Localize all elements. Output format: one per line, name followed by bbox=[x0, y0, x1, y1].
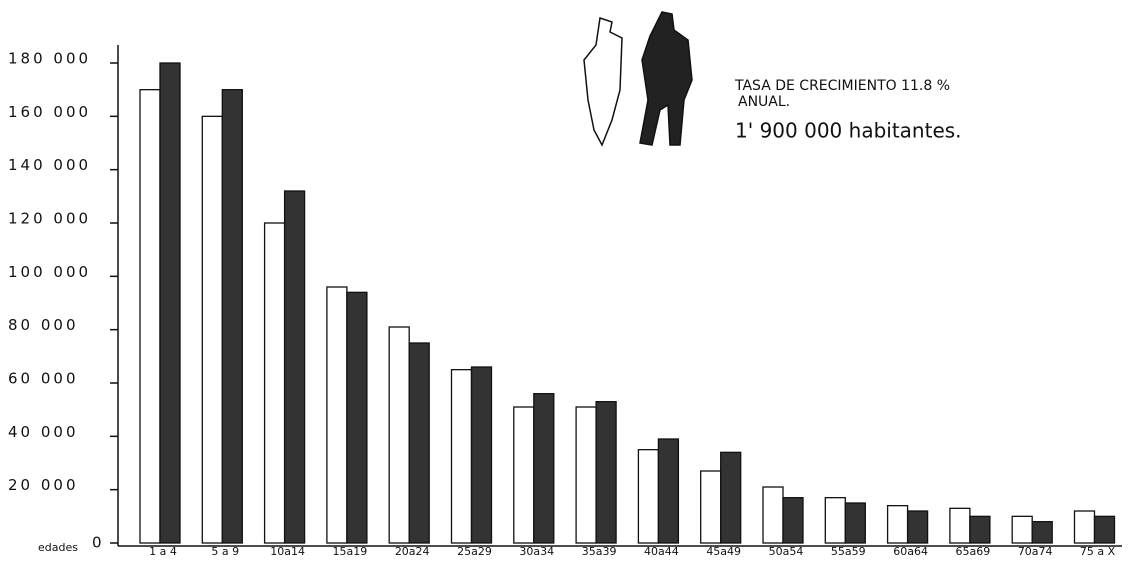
x-tick-label: 65a69 bbox=[956, 545, 991, 558]
legend-icons bbox=[583, 11, 693, 147]
y-tick-label: 40 000 bbox=[8, 423, 79, 441]
bar bbox=[388, 326, 410, 544]
bar bbox=[1011, 515, 1033, 544]
x-tick-label: 40a44 bbox=[644, 545, 679, 558]
y-tick-label: 140 000 bbox=[8, 156, 91, 174]
y-tick-label: 120 000 bbox=[8, 210, 91, 228]
x-tick-label: 35a39 bbox=[582, 545, 617, 558]
bar bbox=[346, 291, 368, 544]
y-tick-label: 60 000 bbox=[8, 370, 79, 388]
bar bbox=[657, 438, 680, 544]
bar bbox=[969, 515, 991, 544]
bar bbox=[595, 401, 617, 544]
bar bbox=[450, 369, 473, 544]
y-tick-label: 180 000 bbox=[8, 50, 91, 68]
y-tick-label: 20 000 bbox=[8, 476, 79, 494]
x-tick-label: 5 a 9 bbox=[211, 545, 239, 558]
bar bbox=[533, 393, 555, 544]
x-tick-label: 75 a X bbox=[1080, 545, 1116, 558]
annotation: ANUAL. bbox=[738, 94, 790, 110]
x-tick-label: 70a74 bbox=[1018, 545, 1053, 558]
bar bbox=[159, 62, 181, 544]
x-tick-label: 15a19 bbox=[333, 545, 368, 558]
x-tick-label: 50a54 bbox=[769, 545, 804, 558]
bar bbox=[326, 286, 348, 544]
x-tick-label: 30a34 bbox=[519, 545, 554, 558]
bar bbox=[782, 497, 804, 544]
bar bbox=[139, 89, 161, 544]
bar bbox=[886, 505, 909, 544]
y-tick-label: 100 000 bbox=[8, 263, 91, 281]
x-tick-label: 45a49 bbox=[706, 545, 741, 558]
male-icon bbox=[639, 11, 693, 146]
bar bbox=[575, 406, 597, 544]
bar bbox=[906, 510, 929, 544]
bar bbox=[513, 406, 535, 544]
bar bbox=[1093, 515, 1116, 544]
x-tick-label: 60a64 bbox=[893, 545, 928, 558]
x-axis-label: edades bbox=[38, 541, 78, 554]
x-tick-label: 1 a 4 bbox=[149, 545, 177, 558]
bar bbox=[221, 89, 243, 544]
bar bbox=[824, 497, 846, 544]
y-tick-label: 160 000 bbox=[8, 103, 91, 121]
bar bbox=[637, 449, 660, 544]
bar bbox=[470, 366, 493, 544]
x-tick-label: 25a29 bbox=[457, 545, 492, 558]
bar bbox=[720, 451, 742, 544]
bar bbox=[263, 222, 286, 544]
bar bbox=[283, 190, 306, 544]
bar bbox=[1073, 510, 1096, 544]
bar bbox=[408, 342, 430, 544]
x-tick-label: 55a59 bbox=[831, 545, 866, 558]
x-tick-label: 20a24 bbox=[395, 545, 430, 558]
bar bbox=[949, 507, 971, 544]
annotation: TASA DE CRECIMIENTO 11.8 % bbox=[734, 78, 950, 94]
bar bbox=[700, 470, 722, 544]
annotation: 1' 900 000 habitantes. bbox=[735, 119, 962, 143]
bar bbox=[762, 486, 784, 544]
bar bbox=[1031, 521, 1053, 544]
bar bbox=[844, 502, 866, 544]
female-icon bbox=[583, 17, 623, 147]
y-tick-label: 80 000 bbox=[8, 316, 79, 334]
x-tick-label: 10a14 bbox=[270, 545, 305, 558]
y-tick-label: 0 bbox=[92, 534, 105, 552]
bar bbox=[201, 115, 223, 544]
